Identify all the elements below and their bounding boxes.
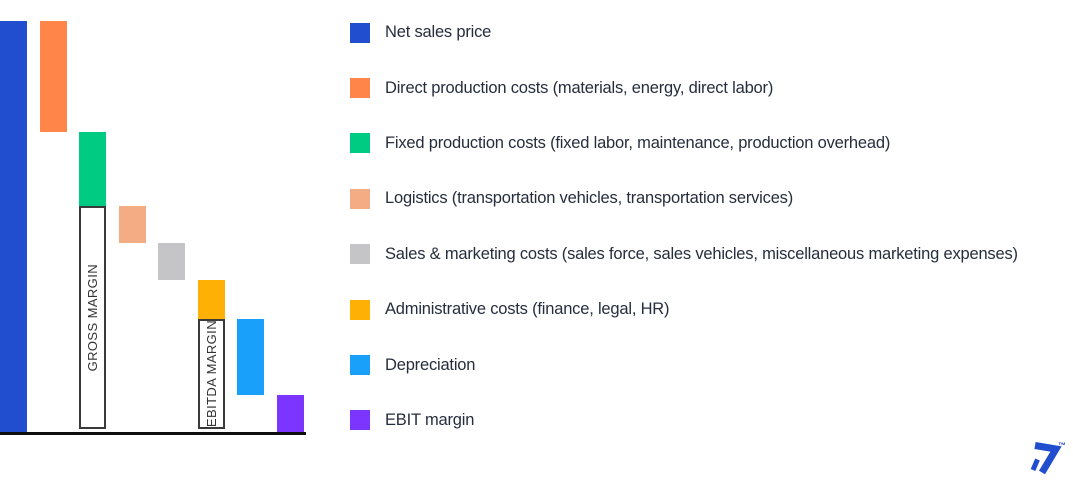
legend-item-fixed-production-costs-fixed-labor-maintenance-production-overhead: Fixed production costs (fixed labor, mai… (350, 116, 1018, 171)
bar-administrative-costs (197, 279, 225, 319)
legend-swatch-logistics-transportation-vehicles-transportation-services (350, 188, 370, 209)
legend-swatch-net-sales-price (350, 22, 370, 43)
legend-label: Net sales price (385, 23, 492, 42)
bar-ebit-margin (276, 395, 304, 432)
legend-item-ebit-margin: EBIT margin (350, 393, 1018, 448)
bar-fixed-production-costs (79, 131, 106, 206)
legend-label: Depreciation (385, 355, 476, 374)
legend-label: Direct production costs (materials, ener… (385, 78, 774, 97)
bar-gross-margin: GROSS MARGIN (79, 205, 106, 429)
bar-depreciation (237, 318, 264, 395)
toptal-logo-mark (1030, 442, 1062, 475)
toptal-logo: ™ (1030, 441, 1070, 481)
bar-net-sales-price (0, 21, 27, 432)
bar-sales-marketing-costs (158, 242, 185, 280)
legend-swatch-fixed-production-costs-fixed-labor-maintenance-production-overhead (350, 133, 370, 154)
bar-direct-production-costs (39, 21, 67, 132)
legend-swatch-sales-marketing-costs-sales-force-sales-vehicles-miscellaneous-marketing-expenses (350, 244, 370, 265)
x-axis-line (0, 432, 306, 435)
gross-margin-label: GROSS MARGIN (85, 263, 100, 372)
legend-item-depreciation: Depreciation (350, 337, 1018, 392)
legend-label: Fixed production costs (fixed labor, mai… (385, 133, 891, 152)
bar-logistics (118, 205, 146, 243)
legend-swatch-depreciation (350, 355, 370, 376)
legend-item-net-sales-price: Net sales price (350, 5, 1018, 60)
legend-label: Sales & marketing costs (sales force, sa… (385, 244, 1018, 263)
legend-swatch-administrative-costs-finance-legal-hr (350, 299, 370, 320)
legend-swatch-direct-production-costs-materials-energy-direct-labor (350, 78, 370, 99)
legend-label: Logistics (transportation vehicles, tran… (385, 189, 794, 208)
waterfall-chart: GROSS MARGIN EBITDA MARGIN (0, 0, 320, 460)
legend-swatch-ebit-margin (350, 410, 370, 431)
chart-legend: Net sales price Direct production costs (… (350, 5, 1018, 448)
legend-item-logistics-transportation-vehicles-transportation-services: Logistics (transportation vehicles, tran… (350, 171, 1018, 226)
legend-item-sales-marketing-costs-sales-force-sales-vehicles-miscellaneous-marketing-expenses: Sales & marketing costs (sales force, sa… (350, 227, 1018, 282)
trademark-symbol: ™ (1058, 441, 1066, 450)
legend-label: EBIT margin (385, 410, 475, 429)
bar-ebitda-margin: EBITDA MARGIN (197, 318, 225, 429)
legend-label: Administrative costs (finance, legal, HR… (385, 300, 670, 319)
legend-item-administrative-costs-finance-legal-hr: Administrative costs (finance, legal, HR… (350, 282, 1018, 337)
legend-item-direct-production-costs-materials-energy-direct-labor: Direct production costs (materials, ener… (350, 60, 1018, 115)
ebitda-margin-label: EBITDA MARGIN (203, 320, 219, 428)
